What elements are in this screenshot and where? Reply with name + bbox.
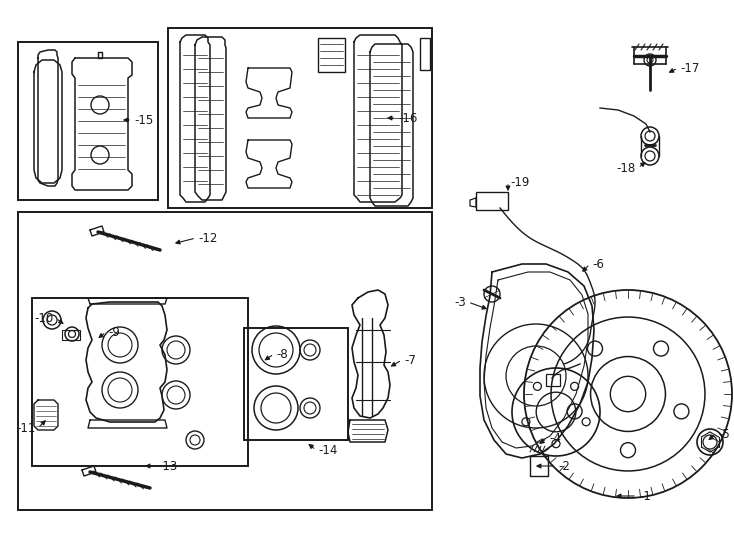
Bar [32, 298, 248, 466]
Text: -15: -15 [134, 113, 153, 126]
Text: -10: -10 [34, 312, 54, 325]
Bar [168, 28, 432, 208]
Text: -3: -3 [454, 295, 466, 308]
Text: -12: -12 [198, 232, 217, 245]
Text: -19: -19 [510, 176, 529, 188]
Text: -4: -4 [549, 431, 561, 444]
Bar [420, 38, 430, 70]
Text: -16: -16 [398, 111, 418, 125]
Text: -14: -14 [318, 443, 338, 456]
Text: -13: -13 [158, 460, 177, 472]
Bar [546, 374, 560, 386]
Text: -1: -1 [639, 489, 651, 503]
Text: -18: -18 [617, 161, 636, 174]
Bar [18, 42, 158, 200]
Bar [18, 212, 432, 510]
Text: -2: -2 [558, 460, 570, 472]
Text: -6: -6 [592, 258, 604, 271]
Bar [476, 192, 508, 210]
Text: -11: -11 [17, 422, 36, 435]
Bar [318, 38, 345, 72]
Bar [62, 330, 80, 340]
Text: -7: -7 [404, 354, 416, 367]
Text: -8: -8 [276, 348, 288, 361]
Text: -17: -17 [680, 62, 700, 75]
Text: -5: -5 [718, 428, 730, 441]
Bar [244, 328, 348, 440]
Text: -9: -9 [108, 326, 120, 339]
